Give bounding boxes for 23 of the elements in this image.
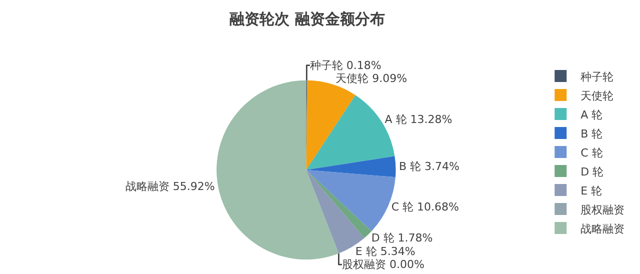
category-label: B 轮 3.74% xyxy=(398,160,460,174)
chart-title: 融资轮次 融资金额分布 xyxy=(230,10,385,28)
pie-slice xyxy=(306,170,372,238)
legend-label: 股权融资 xyxy=(580,203,625,216)
legend-label: 天使轮 xyxy=(580,89,614,102)
category-label: 股权融资 0.00% xyxy=(342,258,424,272)
legend-label: B 轮 xyxy=(580,127,603,140)
category-label: D 轮 1.78% xyxy=(371,232,433,245)
legend-label: A 轮 xyxy=(580,108,603,122)
category-label: A 轮 13.28% xyxy=(384,113,452,126)
pie-slice xyxy=(306,170,364,254)
category-label: 天使轮 9.09% xyxy=(336,72,408,85)
pie-slice xyxy=(306,95,395,170)
legend-label: D 轮 xyxy=(580,165,604,178)
legend-label: 种子轮 xyxy=(580,70,614,84)
legend-label: 战略融资 xyxy=(580,222,625,236)
category-label: C 轮 10.68% xyxy=(391,200,459,214)
legend-label: E 轮 xyxy=(580,184,602,198)
category-label: 种子轮 0.18% xyxy=(310,58,382,72)
legend-label: C 轮 xyxy=(580,146,603,160)
pie-slice xyxy=(306,156,396,178)
category-label: 战略融资 55.92% xyxy=(125,180,215,194)
category-label: E 轮 5.34% xyxy=(355,245,416,258)
